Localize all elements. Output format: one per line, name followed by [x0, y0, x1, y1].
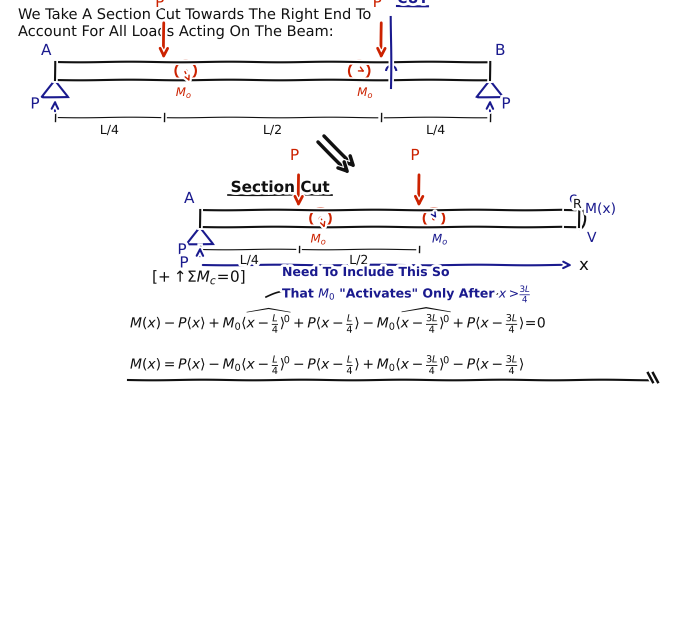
Text: P: P [180, 256, 189, 270]
Text: $M_o$: $M_o$ [357, 85, 374, 100]
Text: $M_o$: $M_o$ [310, 232, 327, 247]
Text: A: A [41, 43, 52, 58]
Text: P: P [373, 0, 382, 10]
Text: L/4: L/4 [239, 254, 259, 267]
Text: $M(x)-P\langle x\rangle+M_0\widehat{\langle x-\frac{L}{4}\rangle}^{\!0}+P\langle: $M(x)-P\langle x\rangle+M_0\widehat{\lan… [130, 305, 546, 334]
Text: L/4: L/4 [426, 124, 445, 137]
Text: P: P [290, 148, 299, 163]
Text: P: P [155, 0, 164, 10]
Text: B: B [495, 43, 506, 58]
Text: That $M_0$ "Activates" Only After $x>\!\frac{3L}{4}$: That $M_0$ "Activates" Only After $x>\!\… [282, 283, 532, 305]
Text: $M_o$: $M_o$ [432, 232, 449, 247]
Text: A: A [184, 191, 195, 206]
Text: Account For All Loads Acting On The Beam:: Account For All Loads Acting On The Beam… [18, 24, 335, 39]
Text: P: P [30, 96, 40, 112]
Text: Need To Include This So: Need To Include This So [282, 266, 449, 279]
Text: P: P [502, 96, 510, 112]
Text: P: P [410, 148, 420, 163]
Text: L/4: L/4 [100, 124, 119, 137]
Text: P: P [178, 243, 186, 257]
Text: M(x): M(x) [585, 202, 616, 216]
Text: L/2: L/2 [350, 254, 368, 267]
Text: $[+\uparrow\!\Sigma M_c\!=\!0]$: $[+\uparrow\!\Sigma M_c\!=\!0]$ [152, 268, 246, 286]
Text: Section Cut: Section Cut [230, 180, 330, 195]
Text: $M_o$: $M_o$ [175, 85, 193, 100]
Text: $M(x)=P\langle x\rangle-M_0\langle x-\frac{L}{4}\rangle^{\!0}-P\langle x-\frac{L: $M(x)=P\langle x\rangle-M_0\langle x-\fr… [130, 352, 525, 376]
Text: We Take A Section Cut Towards The Right End To: We Take A Section Cut Towards The Right … [18, 7, 374, 22]
Text: x: x [579, 256, 589, 274]
Text: R: R [573, 198, 582, 211]
Text: CUT: CUT [397, 0, 429, 6]
Text: c: c [569, 191, 577, 206]
Text: V: V [587, 231, 596, 245]
Text: L/2: L/2 [263, 124, 282, 137]
